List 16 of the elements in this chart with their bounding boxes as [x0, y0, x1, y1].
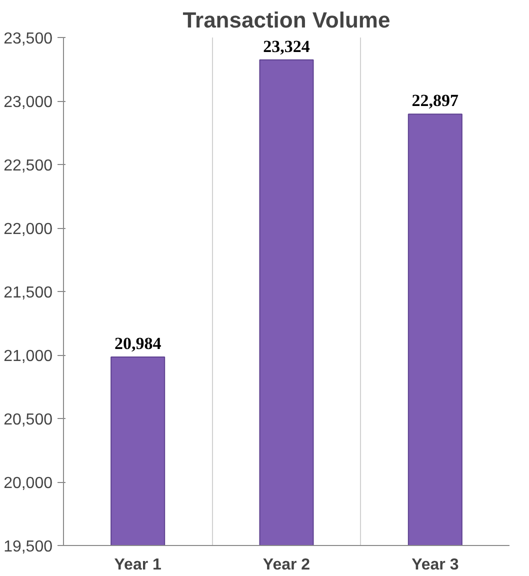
y-tick-label: 19,500 — [4, 538, 53, 556]
x-tick-label: Year 1 — [114, 556, 162, 574]
x-tick-label: Year 2 — [262, 556, 310, 574]
data-label: 20,984 — [114, 334, 162, 354]
chart-title: Transaction Volume — [182, 8, 390, 32]
y-tick-label: 23,500 — [4, 30, 53, 48]
y-tick-label: 20,000 — [4, 475, 53, 492]
data-label: 22,897 — [412, 91, 460, 110]
x-tick-label: Year 3 — [412, 556, 459, 574]
y-tick-label: 22,500 — [4, 158, 53, 174]
y-tick-label: 21,000 — [4, 348, 53, 365]
y-tick-label: 22,000 — [4, 221, 53, 238]
data-label: 23,324 — [263, 36, 310, 56]
y-tick-label: 20,500 — [4, 412, 53, 428]
y-tick-label: 23,000 — [4, 94, 53, 111]
y-tick-label: 21,500 — [4, 284, 53, 302]
